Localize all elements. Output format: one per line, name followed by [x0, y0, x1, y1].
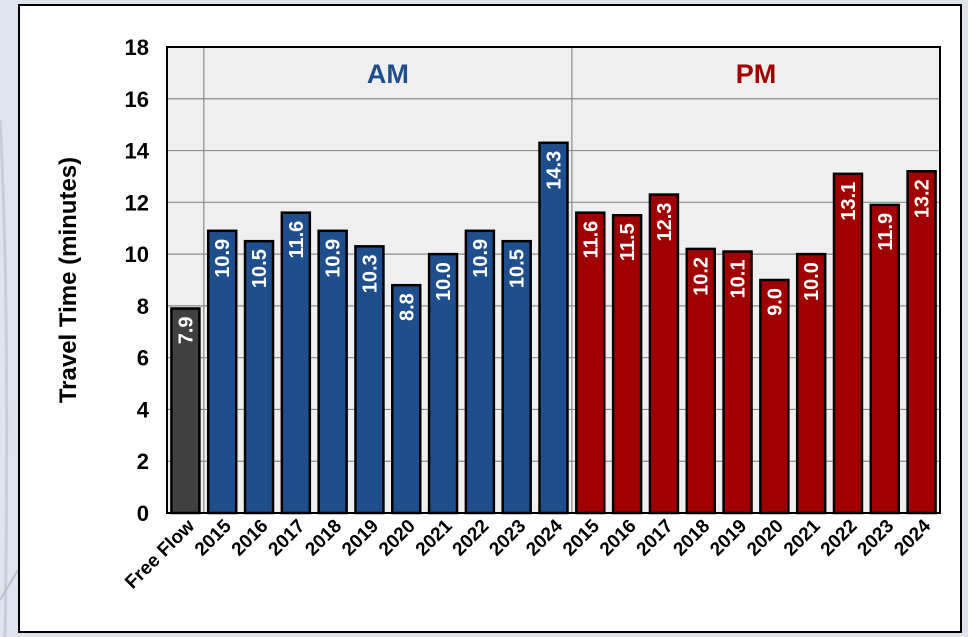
data-label: 14.3: [544, 151, 566, 190]
x-tick-labels: Free Flow2015201620172018201920202021202…: [121, 515, 935, 593]
bar: [538, 141, 569, 515]
x-tick-label: 2015: [191, 515, 236, 560]
y-tick-label: 4: [137, 397, 150, 422]
x-tick-label: 2023: [854, 516, 899, 561]
x-tick-label: 2021: [412, 515, 457, 560]
bar-chart: 7.9 10.9 10.5 11.6 10.9 10.3 8.8 10.0 10.9 10.5 14…: [55, 35, 941, 593]
x-tick-label: 2016: [228, 516, 273, 561]
bar: [832, 172, 864, 515]
x-tick-label: 2015: [559, 515, 604, 560]
data-label: 10.9: [323, 239, 345, 278]
data-label: 13.2: [912, 179, 934, 218]
data-label: 10.0: [433, 262, 455, 301]
bar: [427, 252, 459, 515]
bar: [206, 229, 238, 515]
bar: [648, 193, 680, 515]
y-tick-label: 12: [125, 190, 149, 215]
y-tick-label: 14: [125, 139, 150, 164]
data-label: 10.5: [249, 249, 271, 288]
y-tick-label: 8: [137, 294, 149, 319]
x-tick-label: 2024: [522, 515, 567, 560]
x-tick-label: 2024: [890, 515, 935, 560]
data-label: 10.9: [212, 239, 234, 278]
x-tick-label: 2019: [706, 516, 751, 561]
x-tick-label: 2022: [449, 516, 494, 561]
bar: [391, 283, 422, 515]
x-tick-label: 2017: [265, 516, 310, 561]
x-tick-label: 2020: [743, 516, 788, 561]
bar: [243, 239, 275, 515]
chart-frame: 7.9 10.9 10.5 11.6 10.9 10.3 8.8 10.0 10.9 10.5 14…: [18, 4, 962, 633]
y-tick-label: 16: [125, 87, 149, 112]
x-tick-label: Free Flow: [121, 516, 199, 594]
period-labels: AM PM: [367, 59, 776, 89]
x-tick-label: 2022: [817, 516, 862, 561]
bar: [906, 170, 937, 515]
period-dividers: [203, 47, 573, 513]
data-label: 10.0: [801, 262, 823, 301]
plot-border: [166, 46, 941, 514]
data-label: 11.6: [286, 221, 308, 259]
bars: [170, 141, 937, 515]
bar: [722, 250, 753, 515]
data-label: 10.9: [470, 239, 492, 278]
data-label: 11.9: [875, 213, 897, 251]
y-tick-label: 2: [137, 449, 149, 474]
x-tick-label: 2020: [375, 516, 420, 561]
y-tick-label: 18: [125, 35, 149, 60]
period-label: AM: [367, 59, 409, 89]
data-label: 12.3: [654, 203, 676, 242]
data-label: 10.2: [691, 257, 713, 296]
x-tick-label: 2018: [301, 516, 346, 561]
bar: [685, 247, 716, 515]
y-axis-label: Travel Time (minutes): [55, 157, 82, 403]
x-tick-label: 2019: [338, 516, 383, 561]
x-tick-label: 2017: [633, 516, 678, 561]
data-label: 10.3: [359, 254, 381, 293]
x-tick-label: 2021: [780, 515, 825, 560]
y-tick-labels: 0 2 4 6 8 10 12 14 16 18: [125, 35, 150, 526]
data-label: 11.5: [617, 223, 639, 261]
data-label: 8.8: [396, 293, 418, 321]
bar: [464, 229, 496, 515]
bar: [317, 229, 348, 515]
x-tick-label: 2023: [485, 516, 530, 561]
data-label: 13.1: [838, 182, 860, 221]
data-label: 9.0: [764, 288, 786, 316]
bar: [611, 214, 643, 515]
y-tick-label: 6: [137, 346, 149, 371]
period-label: PM: [736, 59, 777, 89]
bar: [575, 211, 606, 515]
data-label: 11.6: [580, 221, 602, 259]
data-label: 10.5: [507, 249, 529, 288]
data-label: 7.9: [175, 316, 197, 344]
data-label: 10.1: [728, 260, 750, 299]
y-tick-label: 0: [137, 501, 149, 526]
x-tick-label: 2016: [596, 516, 641, 561]
data-labels: 7.9 10.9 10.5 11.6 10.9 10.3 8.8 10.0 10.9 10.5 14…: [175, 151, 933, 345]
y-tick-label: 10: [125, 242, 149, 267]
x-tick-label: 2018: [670, 516, 715, 561]
